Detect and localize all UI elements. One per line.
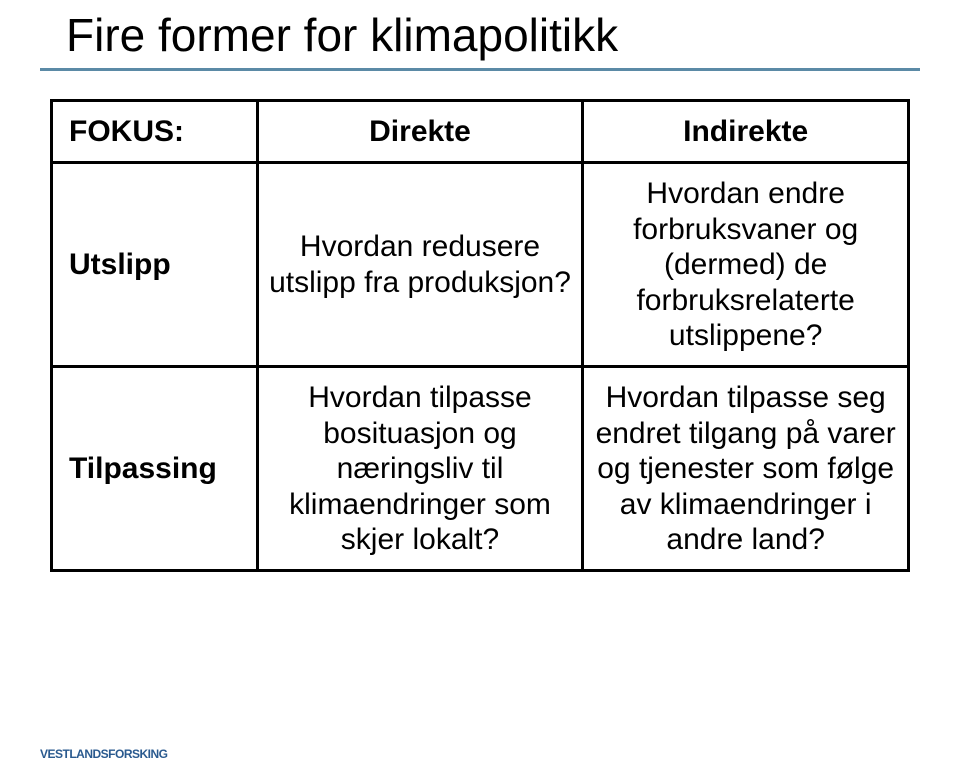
logo-text: VESTLANDSFORSKING <box>40 747 168 761</box>
cell-utslipp-direct: Hvordan redusere utslipp fra produksjon? <box>257 163 583 367</box>
cell-tilpassing-indirect: Hvordan tilpasse seg endret tilgang på v… <box>583 367 909 571</box>
table-row: Tilpassing Hvordan tilpasse bosituasjon … <box>52 367 909 571</box>
column-header-direct: Direkte <box>257 101 583 163</box>
page-title: Fire former for klimapolitikk <box>40 0 920 71</box>
row-label-utslipp: Utslipp <box>52 163 258 367</box>
row-label-tilpassing: Tilpassing <box>52 367 258 571</box>
column-header-focus: FOKUS: <box>52 101 258 163</box>
cell-utslipp-indirect: Hvordan endre forbruksvaner og (dermed) … <box>583 163 909 367</box>
table-header-row: FOKUS: Direkte Indirekte <box>52 101 909 163</box>
policy-table-container: FOKUS: Direkte Indirekte Utslipp Hvordan… <box>50 99 910 572</box>
cell-tilpassing-direct: Hvordan tilpasse bosituasjon og næringsl… <box>257 367 583 571</box>
policy-table: FOKUS: Direkte Indirekte Utslipp Hvordan… <box>50 99 910 572</box>
column-header-indirect: Indirekte <box>583 101 909 163</box>
vestlandsforsking-logo: VESTLANDSFORSKING <box>40 744 172 762</box>
table-row: Utslipp Hvordan redusere utslipp fra pro… <box>52 163 909 367</box>
